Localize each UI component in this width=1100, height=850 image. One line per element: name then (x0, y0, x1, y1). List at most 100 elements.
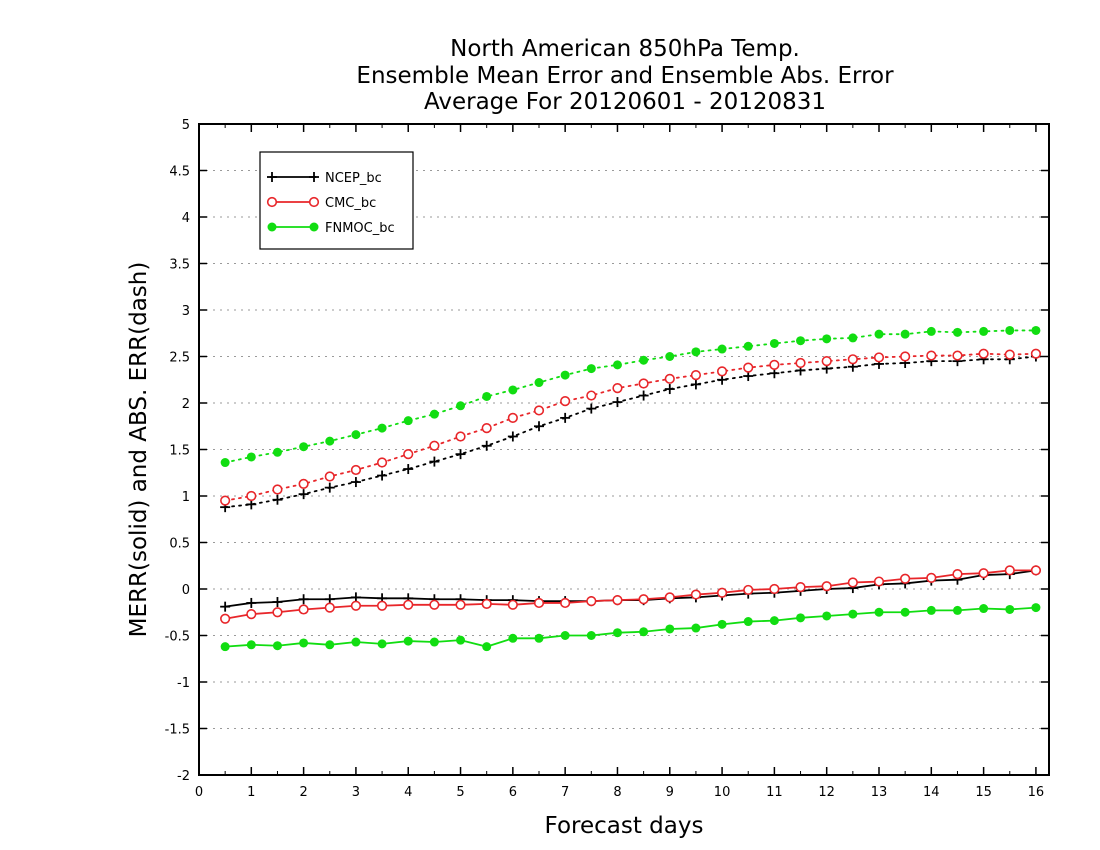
x-tick-label: 2 (299, 785, 307, 800)
ncep-bc-abs-err-point (324, 482, 335, 493)
x-tick-label: 14 (923, 785, 940, 800)
cmc-bc-abs-err-line (224, 352, 1037, 502)
cmc-bc-abs-err-point (220, 495, 231, 506)
cmc-bc-abs-err-point (900, 351, 911, 362)
cmc-bc-merr-point (533, 597, 545, 609)
fnmoc-bc-merr-point (1005, 604, 1015, 614)
cmc-bc-merr-point (664, 592, 675, 603)
cmc-bc-abs-err-point (586, 390, 597, 401)
y-tick-label: 3 (182, 304, 190, 319)
fnmoc-bc-merr-point (246, 640, 256, 650)
fnmoc-bc-abs-err-point (1005, 325, 1015, 335)
y-tick-label: 1.5 (169, 444, 190, 459)
x-tick-label: 9 (666, 785, 674, 800)
y-tick-label: 2.5 (169, 351, 190, 366)
y-tick-label: 1 (182, 490, 190, 505)
x-tick-label: 11 (766, 785, 783, 800)
ncep-bc-abs-err-point (612, 397, 623, 408)
cmc-bc-merr-point (586, 595, 597, 607)
y-tick-label: -0.5 (165, 630, 190, 645)
fnmoc-bc-merr-point (560, 631, 570, 640)
cmc-bc-merr-point (455, 599, 466, 610)
x-tick-label: 10 (714, 785, 731, 800)
fnmoc-bc-merr-point (272, 641, 282, 651)
cmc-bc-merr-point (900, 573, 911, 584)
x-axis-label: Forecast days (545, 813, 704, 839)
fnmoc-bc-merr-point (1031, 603, 1041, 613)
fnmoc-bc-merr-point (691, 623, 701, 633)
cmc-bc-merr-point (429, 599, 440, 610)
fnmoc-bc-abs-err-point (874, 329, 884, 339)
y-tick-label: 0 (182, 583, 190, 598)
fnmoc-bc-abs-err-point (482, 391, 492, 401)
cmc-bc-merr-point (743, 584, 754, 596)
fnmoc-bc-merr-point (952, 605, 962, 615)
fnmoc-bc-abs-err-point (952, 327, 962, 337)
x-tick-label: 1 (247, 785, 255, 800)
y-tick-label: 0.5 (169, 537, 190, 552)
fnmoc-bc-abs-err-point (508, 385, 518, 395)
cmc-bc-merr-point (873, 576, 885, 587)
ncep-bc-abs-err-point (534, 421, 544, 432)
fnmoc-bc-abs-err-point (691, 347, 701, 357)
cmc-bc-abs-err-point (743, 362, 754, 373)
fnmoc-bc-merr-point (822, 611, 832, 621)
chart-title-line-3: Average For 20120601 - 20120831 (423, 89, 827, 115)
fnmoc-bc-merr-line (225, 606, 1036, 648)
ncep-bc-merr-point (246, 597, 257, 608)
cmc-bc-abs-err-point (560, 396, 571, 407)
ncep-bc-abs-err-point (586, 403, 597, 414)
legend-marker (309, 222, 319, 232)
x-tick-label: 12 (818, 785, 835, 800)
x-tick-label: 3 (352, 785, 360, 800)
cmc-bc-merr-point (246, 609, 257, 620)
fnmoc-bc-abs-err-point (272, 447, 282, 457)
legend-label: NCEP_bc (325, 171, 382, 186)
cmc-bc-merr-point (795, 582, 806, 593)
ncep-bc-abs-err-point (350, 477, 361, 488)
fnmoc-bc-abs-err-point (220, 458, 230, 468)
cmc-bc-abs-err-point (533, 405, 545, 416)
x-tick-label: 13 (871, 785, 888, 800)
axes: -2-1.5-1-0.500.511.522.533.544.550 1 2 3 4 5 6… (165, 118, 1049, 800)
fnmoc-bc-merr-point (639, 627, 649, 637)
fnmoc-bc-merr-point (874, 607, 884, 617)
cmc-bc-merr-point (847, 577, 858, 588)
fnmoc-bc-merr-point (586, 631, 596, 640)
cmc-bc-abs-err-point (926, 350, 937, 361)
fnmoc-bc-merr-point (979, 604, 989, 614)
ncep-bc-merr-point (220, 601, 231, 612)
cmc-bc-abs-err-point (769, 359, 780, 370)
fnmoc-bc-merr-point (377, 639, 387, 649)
fnmoc-bc-abs-err-point (743, 341, 753, 351)
fnmoc-bc-merr-point (220, 642, 230, 652)
fnmoc-bc-merr-point (926, 605, 936, 615)
fnmoc-bc-abs-err-point (429, 409, 439, 419)
cmc-bc-abs-err-point (324, 471, 335, 482)
legend-item-fnmoc-bc: FNMOC_bc (267, 221, 395, 236)
ncep-bc-abs-err-point (690, 379, 701, 390)
cmc-bc-merr-point (481, 598, 492, 609)
ncep-bc-abs-err-point (377, 470, 388, 481)
fnmoc-bc-abs-err-point (351, 430, 361, 440)
y-tick-label: 2 (182, 397, 190, 412)
fnmoc-bc-merr-point (482, 642, 492, 652)
ncep-bc-abs-err-point (455, 449, 466, 460)
cmc-bc-abs-err-point (455, 431, 466, 442)
cmc-bc-merr-point (612, 595, 623, 606)
cmc-bc-merr-point (350, 600, 362, 611)
cmc-bc-merr-point (821, 581, 832, 592)
legend-marker (308, 196, 320, 208)
fnmoc-bc-merr-point (796, 613, 806, 623)
ncep-bc-abs-err-point (507, 431, 518, 442)
x-tick-label: 4 (404, 785, 412, 800)
legend-item-ncep-bc: NCEP_bc (267, 171, 382, 186)
legend-label: CMC_bc (325, 196, 376, 211)
cmc-bc-abs-err-point (1004, 349, 1015, 360)
cmc-bc-merr-point (272, 607, 283, 618)
cmc-bc-abs-err-point (481, 423, 492, 434)
ncep-bc-merr-point (272, 597, 283, 608)
cmc-bc-abs-err-point (507, 412, 518, 423)
cmc-bc-abs-err-point (246, 490, 257, 502)
legend-item-cmc-bc: CMC_bc (266, 196, 376, 211)
